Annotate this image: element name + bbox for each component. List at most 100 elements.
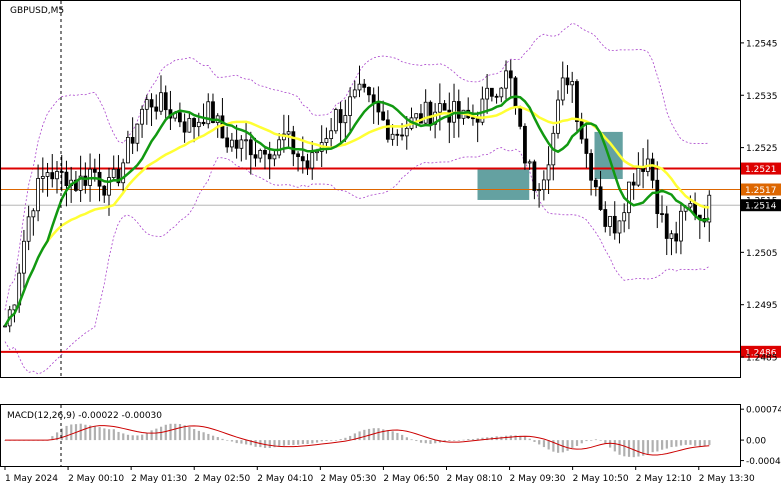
chart-symbol: GBPUSD,M5 (10, 6, 64, 16)
candle-body (423, 101, 428, 124)
price-line-label-bg (741, 345, 781, 358)
macd-bar (646, 440, 650, 455)
macd-bar (542, 440, 546, 448)
macd-bar (221, 438, 224, 441)
candle-body (78, 175, 83, 191)
candle-body (248, 139, 253, 156)
candle-body (674, 233, 679, 242)
macd-bar (155, 428, 158, 441)
bollinger-bands (4, 22, 710, 375)
candle-body (192, 118, 196, 128)
price-line-label: 1.2486 (745, 348, 777, 358)
y-tick-label: 1.2505 (746, 249, 778, 259)
macd-bar (230, 440, 234, 442)
macd-bar (637, 440, 640, 457)
macd-bar (476, 438, 479, 441)
macd-bar (557, 440, 560, 453)
candle-body (22, 240, 26, 274)
macd-bar (235, 440, 238, 444)
macd-bar (358, 431, 361, 441)
macd-bar (665, 440, 668, 449)
macd-bar (523, 436, 527, 441)
candle-body (36, 178, 40, 212)
macd-bar (651, 440, 654, 453)
candle-body (527, 161, 532, 164)
price-y-axis: 1.2545 1.2535 1.2525 1.2515 1.2505 1.2495 1.24… (740, 39, 778, 364)
macd-bar (150, 430, 153, 441)
macd-bar (197, 430, 200, 441)
candle-body (324, 138, 329, 143)
candle-body (504, 70, 508, 89)
candle-body (329, 130, 334, 140)
candle-body (107, 177, 111, 196)
macd-panel: MACD(12,26,9) -0.00022 -0.00030 0.000740… (0, 404, 781, 467)
candle-body (300, 156, 305, 162)
macd-bar (585, 440, 588, 442)
y-tick-label: 1.2515 (746, 196, 778, 206)
candle-body (182, 121, 187, 133)
macd-bar (65, 425, 68, 441)
macd-bar (301, 440, 304, 445)
candle-body (116, 168, 121, 184)
upper-band (4, 22, 710, 311)
x-tick-label: 2 May 10:50 (573, 474, 629, 484)
macd-bar (60, 428, 63, 441)
macd-bar (609, 440, 612, 448)
candle-body (499, 87, 504, 98)
candle-body (641, 167, 645, 172)
candle-body (404, 127, 409, 137)
candle-body (55, 171, 59, 180)
candle-body (239, 139, 244, 149)
candle-body (362, 83, 367, 88)
macd-bar (656, 440, 659, 452)
macd-bar (141, 434, 144, 441)
candle-body (532, 161, 537, 191)
candle-body (560, 77, 565, 101)
price-line-label: 1.2521 (745, 165, 777, 175)
candle-body (414, 113, 419, 119)
macd-bar (89, 425, 92, 441)
candle-body (343, 115, 348, 124)
candle-body (518, 106, 523, 127)
macd-bar (268, 440, 271, 448)
candle-body (650, 158, 655, 181)
candle-body (92, 168, 97, 173)
macd-bar (467, 439, 470, 441)
candle-body (291, 131, 296, 155)
candle-body (570, 81, 575, 86)
macd-bar (349, 435, 352, 441)
macd-bar (405, 437, 408, 441)
macd-bar (311, 440, 314, 444)
macd-bar (429, 440, 432, 444)
candle-body (121, 162, 126, 184)
x-tick-label: 2 May 00:10 (68, 474, 124, 484)
candle-body (277, 139, 282, 156)
x-tick-label: 2 May 13:30 (699, 474, 755, 484)
candle-body (201, 121, 206, 125)
macd-bar (245, 440, 248, 445)
candle-body (437, 103, 442, 113)
x-tick-label: 2 May 09:30 (510, 474, 566, 484)
candle-body (556, 99, 560, 134)
current-price-label: 1.2514 (745, 202, 777, 212)
candle-body (579, 121, 584, 140)
macd-bar (571, 440, 574, 448)
macd-bar (287, 440, 290, 446)
candle-body (83, 175, 88, 186)
x-tick-label: 2 May 04:10 (257, 474, 313, 484)
macd-bar (282, 440, 286, 446)
candle-body (617, 220, 622, 234)
macd-bar (594, 439, 598, 441)
macd-bar (131, 435, 134, 441)
macd-bar (552, 440, 555, 452)
macd-bar (367, 428, 371, 441)
candle-body (376, 103, 381, 113)
macd-bar (339, 439, 342, 441)
macd-y-tick-label: -0.00049 (746, 457, 781, 467)
macd-bar (396, 432, 399, 441)
candle-body (669, 233, 674, 239)
macd-bar (401, 434, 404, 441)
macd-bar (632, 440, 635, 458)
x-tick-label: 2 May 08:10 (446, 474, 502, 484)
macd-bar (254, 440, 257, 447)
